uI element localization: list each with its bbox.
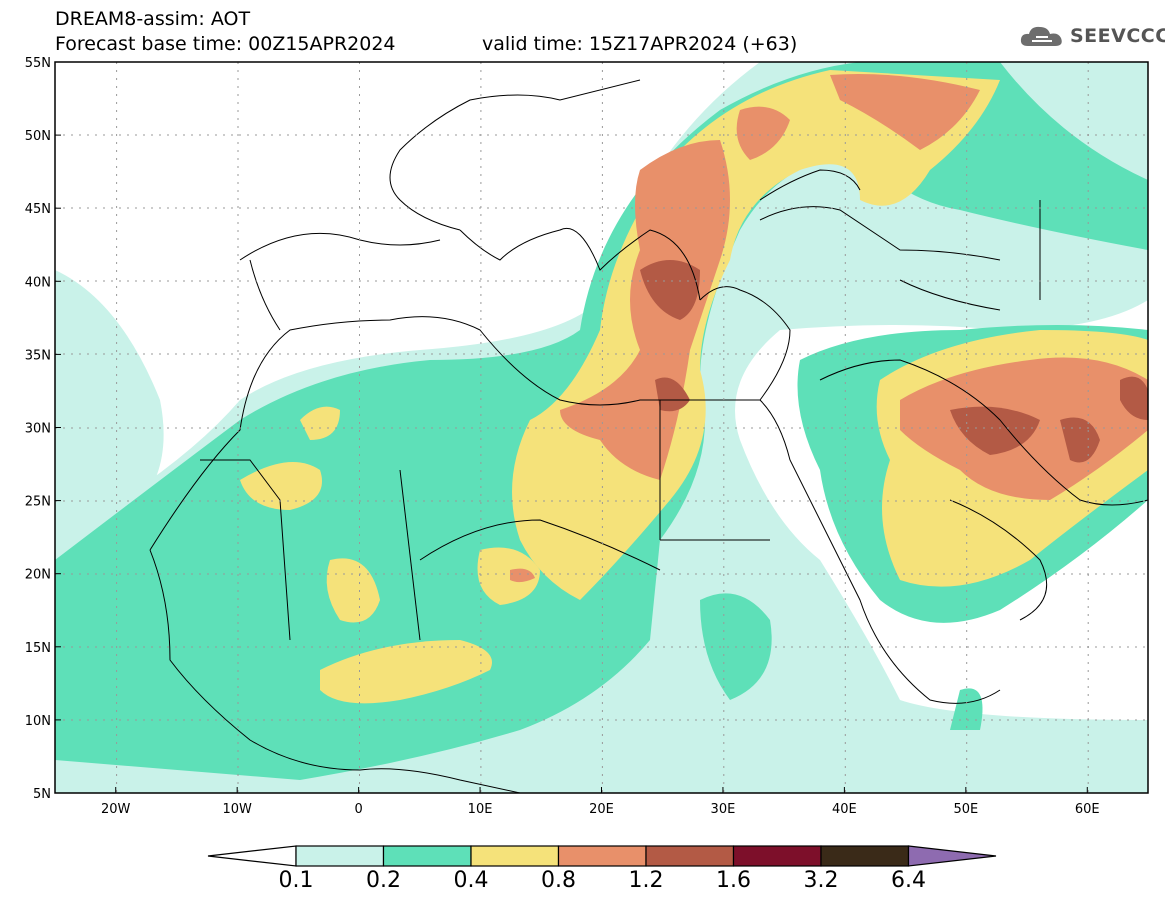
lon-tick-label: 50E [953,802,978,817]
lon-tick-label: 10W [222,802,252,817]
lat-tick-label: 5N [33,787,51,802]
colorbar [207,845,997,867]
colorbar-label: 1.6 [716,868,751,893]
lat-tick-label: 25N [25,495,51,510]
valid-time: valid time: 15Z17APR2024 (+63) [482,33,798,55]
lat-tick-label: 45N [25,202,51,217]
colorbar-label: 1.2 [628,868,664,893]
longitude-axis: 20W 10W 0 10E 20E 30E 40E 50E 60E [101,787,1100,817]
colorbar-label: 0.2 [366,868,401,893]
lon-tick-label: 20E [589,802,614,817]
lon-tick-label: 10E [468,802,493,817]
lon-tick-label: 30E [711,802,736,817]
colorbar-box [382,845,472,867]
colorbar-over-arrow [907,845,997,867]
colorbar-box [470,845,560,867]
map-title: DREAM8-assim: AOT [55,8,251,30]
aot-level-1-2 [640,260,1148,463]
lat-tick-label: 30N [25,422,51,437]
colorbar-label: 0.1 [278,868,314,893]
lon-tick-label: 20W [101,802,131,817]
lat-tick-label: 50N [25,129,51,144]
logo-text: SEEVCCC [1070,25,1165,47]
lat-tick-label: 55N [25,56,51,71]
latitude-axis: 55N 50N 45N 40N 35N 30N 25N 20N 15N 10N 5N [25,56,61,802]
coastlines [149,79,1148,793]
lat-tick-label: 10N [25,714,51,729]
colorbar-label: 3.2 [803,868,839,893]
cloud-icon [1020,26,1062,46]
aot-level-0-8 [510,74,1148,583]
seevccc-logo: SEEVCCC [1018,22,1165,50]
colorbar-label: 0.4 [453,868,489,893]
lat-tick-label: 15N [25,641,51,656]
colorbar-box [732,845,822,867]
aot-field [55,62,1148,793]
colorbar-label: 6.4 [891,868,926,893]
colorbar-box [645,845,735,867]
lon-tick-label: 60E [1075,802,1100,817]
lon-tick-label: 40E [832,802,857,817]
lon-tick-label: 0 [354,802,362,817]
lat-tick-label: 35N [25,348,51,363]
lat-tick-label: 20N [25,568,51,583]
graticule [55,62,1148,793]
colorbar-box [295,845,385,867]
colorbar-under-arrow [207,845,297,867]
colorbar-box [557,845,647,867]
colorbar-label: 0.8 [541,868,576,893]
colorbar-box [820,845,910,867]
forecast-base-time: Forecast base time: 00Z15APR2024 [55,33,396,55]
lat-tick-label: 40N [25,275,51,290]
